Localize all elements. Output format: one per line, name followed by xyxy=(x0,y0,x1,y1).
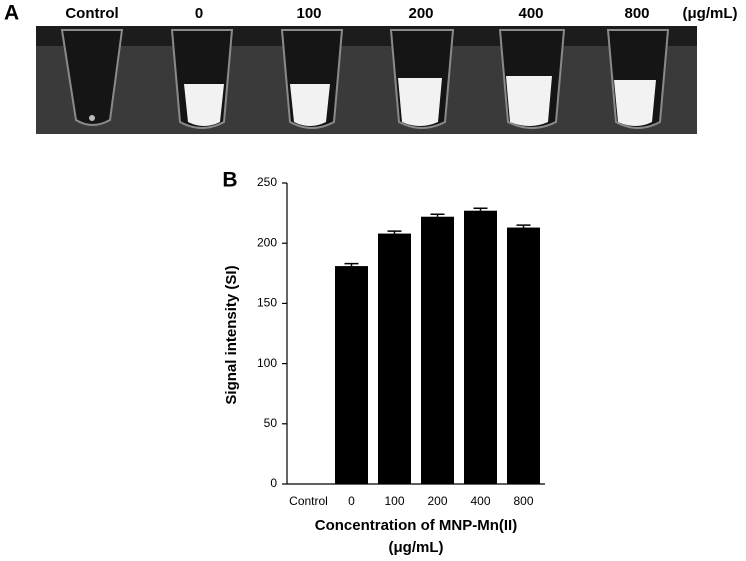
x-tick-label: 200 xyxy=(427,494,447,508)
bar xyxy=(335,266,368,484)
y-tick-label: 250 xyxy=(257,175,277,189)
concentration-label: 400 xyxy=(518,5,543,22)
y-axis-title: Signal intensity (SI) xyxy=(223,265,240,404)
error-bar xyxy=(344,262,359,267)
bar xyxy=(464,210,497,484)
bar xyxy=(507,227,540,484)
unit-label: (μg/mL) xyxy=(683,5,738,22)
y-tick-label: 0 xyxy=(270,476,277,490)
y-tick-label: 50 xyxy=(264,416,278,430)
concentration-label: 0 xyxy=(195,5,203,22)
error-bar xyxy=(430,213,445,217)
x-axis-unit: (μg/mL) xyxy=(389,539,444,556)
concentration-label: 100 xyxy=(296,5,321,22)
error-bar xyxy=(516,224,531,228)
error-bar xyxy=(387,230,402,234)
y-tick-label: 200 xyxy=(257,235,277,249)
error-bar xyxy=(473,207,488,211)
panel-label: B xyxy=(222,169,237,192)
mri-image xyxy=(36,26,697,134)
x-tick-label: Control xyxy=(289,494,328,508)
x-tick-label: 100 xyxy=(384,494,404,508)
bar xyxy=(421,216,454,484)
bar xyxy=(378,233,411,484)
concentration-label: Control xyxy=(65,5,118,22)
x-axis-title: Concentration of MNP-Mn(II) xyxy=(315,517,517,534)
x-tick-label: 800 xyxy=(513,494,533,508)
panel-label: A xyxy=(4,2,19,25)
x-tick-label: 400 xyxy=(470,494,490,508)
y-tick-label: 100 xyxy=(257,356,277,370)
x-tick-label: 0 xyxy=(348,494,355,508)
concentration-label: 800 xyxy=(624,5,649,22)
concentration-label: 200 xyxy=(408,5,433,22)
y-tick-label: 150 xyxy=(257,296,277,310)
